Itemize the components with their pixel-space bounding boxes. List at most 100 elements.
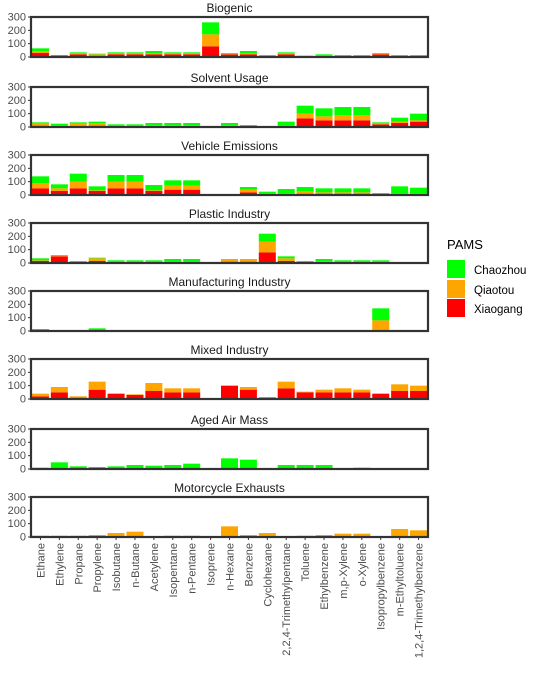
bar-qiaotou-m-p-xylene	[334, 115, 352, 121]
legend-item-chaozhou: Chaozhou	[447, 260, 526, 278]
y-tick-label: 300	[8, 286, 26, 298]
bar-qiaotou-ethylene	[50, 255, 68, 257]
bar-chaozhou-2-2-4-trimethylpentane	[277, 189, 295, 193]
bar-chaozhou-m-p-xylene	[334, 188, 352, 193]
bar-qiaotou-toluene	[296, 391, 314, 393]
bar-chaozhou-o-xylene	[353, 260, 371, 262]
y-tick-label: 0	[20, 190, 26, 202]
bar-qiaotou-propane	[69, 396, 87, 398]
bar-chaozhou-1-2-4-trimethylbenzene	[410, 113, 428, 121]
legend-swatch-qiaotou	[447, 280, 465, 298]
x-tick-label-isopentane: Isopentane	[168, 543, 180, 597]
bar-chaozhou-acetylene	[145, 260, 163, 261]
bar-qiaotou-isobutane	[107, 533, 125, 537]
y-tick-label: 200	[8, 367, 26, 379]
bar-qiaotou-2-2-4-trimethylpentane	[277, 381, 295, 389]
panel-frame	[29, 85, 430, 129]
bar-qiaotou-n-pentane	[183, 185, 201, 190]
bar-xiaogang-isopentane	[164, 54, 182, 57]
legend-item-qiaotou: Qiaotou	[447, 280, 514, 298]
bar-xiaogang-benzene	[239, 54, 257, 57]
bar-chaozhou-2-2-4-trimethylpentane	[277, 121, 295, 126]
bar-xiaogang-ethane	[31, 188, 49, 195]
bar-qiaotou-benzene	[239, 189, 257, 193]
y-tick-label: 100	[8, 38, 26, 50]
bar-qiaotou-propylene	[88, 123, 106, 126]
legend-swatch-xiaogang	[447, 299, 465, 317]
bar-chaozhou-n-butane	[126, 260, 144, 261]
bar-xiaogang-n-pentane	[183, 54, 201, 57]
bar-chaozhou-o-xylene	[353, 188, 371, 193]
bar-qiaotou-isopentane	[164, 53, 182, 55]
bar-qiaotou-ethylbenzene	[315, 116, 333, 121]
bar-chaozhou-ethylbenzene	[315, 259, 333, 261]
x-tick-label-m-ethyltoluene: m-Ethyltoluene	[395, 543, 407, 616]
bar-chaozhou-n-pentane	[183, 180, 201, 186]
bar-chaozhou-propylene	[88, 186, 106, 191]
bar-chaozhou-isobutane	[107, 260, 125, 261]
bar-chaozhou-isopropylbenzene	[372, 53, 390, 54]
bar-qiaotou-n-hexane	[220, 526, 239, 537]
x-tick-label-acetylene: Acetylene	[149, 543, 161, 591]
y-tick-label: 300	[8, 424, 26, 436]
legend-label-xiaogang: Xiaogang	[474, 304, 523, 316]
x-tick-label-n-pentane: n-Pentane	[187, 543, 199, 594]
bar-qiaotou-propane	[69, 123, 87, 127]
bar-xiaogang-m-p-xylene	[334, 392, 352, 399]
y-tick-label: 100	[8, 108, 26, 120]
bar-chaozhou-n-pentane	[183, 259, 201, 262]
bar-qiaotou-ethylene	[50, 387, 68, 393]
x-tick-label-isoprene: Isoprene	[206, 543, 218, 586]
legend: PAMS Chaozhou Qiaotou Xiaogang	[447, 237, 526, 317]
y-tick-label: 300	[8, 150, 26, 162]
bar-qiaotou-n-butane	[126, 181, 144, 189]
panel-title: Motorcycle Exhausts	[174, 481, 285, 495]
panel-frame	[29, 289, 430, 333]
bar-xiaogang-isopentane	[164, 189, 182, 195]
bar-qiaotou-n-pentane	[183, 125, 201, 127]
bar-xiaogang-m-ethyltoluene	[391, 123, 409, 127]
y-tick-label: 100	[8, 450, 26, 462]
bar-xiaogang-isopropylbenzene	[372, 54, 390, 57]
bar-qiaotou-benzene	[239, 53, 257, 55]
panel-title: Vehicle Emissions	[181, 139, 278, 153]
bar-chaozhou-ethylbenzene	[315, 108, 333, 117]
bar-chaozhou-isopropylbenzene	[372, 260, 390, 262]
bar-qiaotou-acetylene	[145, 383, 163, 391]
x-tick-label-2-2-4-trimethylpentane: 2,2,4-Trimethylpentane	[281, 543, 293, 656]
legend-label-qiaotou: Qiaotou	[474, 285, 514, 297]
bar-xiaogang-2-2-4-trimethylpentane	[277, 54, 295, 57]
y-tick-label: 200	[8, 299, 26, 311]
bar-qiaotou-cyclohexane	[258, 241, 276, 253]
legend-item-xiaogang: Xiaogang	[447, 299, 523, 317]
y-tick-label: 100	[8, 380, 26, 392]
bar-chaozhou-propylene	[88, 328, 106, 331]
x-tick-label-benzene: Benzene	[243, 543, 255, 586]
bar-qiaotou-o-xylene	[353, 115, 371, 121]
bar-qiaotou-1-2-4-trimethylbenzene	[410, 385, 428, 391]
bar-chaozhou-isobutane	[107, 466, 125, 469]
y-tick-label: 0	[20, 464, 26, 476]
bar-chaozhou-1-2-4-trimethylbenzene	[410, 187, 428, 193]
bar-xiaogang-ethylbenzene	[315, 120, 333, 127]
bar-chaozhou-m-p-xylene	[334, 107, 352, 115]
bar-xiaogang-benzene	[239, 389, 257, 399]
bar-qiaotou-2-2-4-trimethylpentane	[277, 258, 295, 261]
bar-xiaogang-n-butane	[126, 54, 144, 57]
bar-chaozhou-propane	[69, 122, 87, 124]
bar-qiaotou-o-xylene	[353, 533, 371, 537]
bar-qiaotou-ethane	[31, 183, 49, 189]
bar-xiaogang-isopropylbenzene	[372, 124, 390, 127]
bar-chaozhou-acetylene	[145, 123, 163, 125]
bar-qiaotou-benzene	[239, 387, 257, 390]
bar-chaozhou-n-butane	[126, 465, 144, 469]
bar-qiaotou-o-xylene	[353, 389, 371, 393]
bar-qiaotou-n-butane	[126, 53, 144, 55]
bar-xiaogang-propane	[69, 188, 87, 195]
